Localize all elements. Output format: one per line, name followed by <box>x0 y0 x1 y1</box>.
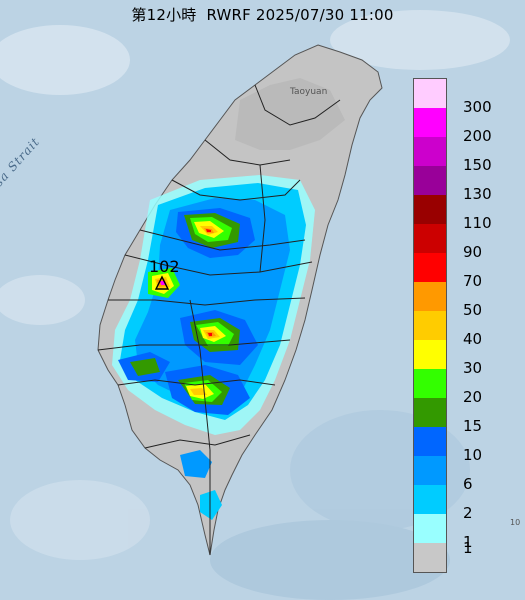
legend-swatch <box>414 340 446 369</box>
legend-swatch <box>414 108 446 137</box>
rain-6mm <box>135 198 290 405</box>
legend-swatch <box>414 224 446 253</box>
legend-swatch <box>414 282 446 311</box>
county-boundaries <box>97 84 341 555</box>
legend-swatch <box>414 79 446 108</box>
rain-south-b <box>200 490 222 520</box>
map-title: 第12小時 RWRF 2025/07/30 11:00 <box>131 6 394 24</box>
legend-swatch <box>414 456 446 485</box>
legend-label-bottom: 1 <box>463 538 473 557</box>
rain-15mm-d <box>130 358 160 376</box>
legend-swatch <box>414 543 446 572</box>
rain-40mm-c <box>190 388 207 395</box>
legend-swatch <box>414 398 446 427</box>
legend-swatch <box>414 253 446 282</box>
rain-south-a <box>180 450 212 478</box>
legend-swatch <box>414 311 446 340</box>
legend-label: 10 <box>463 446 483 464</box>
legend-swatch <box>414 485 446 514</box>
edge-label: 10 <box>510 518 521 527</box>
legend-label: 30 <box>463 359 483 377</box>
terrain-north <box>235 78 345 150</box>
legend-label: 6 <box>463 475 473 493</box>
legend-label: 300 <box>463 98 492 116</box>
rainfall-legend <box>413 78 447 573</box>
legend-swatch <box>414 514 446 543</box>
legend-label: 130 <box>463 185 492 203</box>
legend-swatch <box>414 195 446 224</box>
legend-swatch <box>414 427 446 456</box>
rainfall-overlay <box>112 175 315 520</box>
legend-label: 70 <box>463 272 483 290</box>
legend-swatch <box>414 369 446 398</box>
max-rain-marker-icon <box>154 275 170 290</box>
legend-label: 110 <box>463 214 492 232</box>
legend-label: 90 <box>463 243 483 261</box>
legend-label: 15 <box>463 417 483 435</box>
legend-label: 2 <box>463 504 473 522</box>
legend-label: 200 <box>463 127 492 145</box>
rain-70mm-b <box>208 333 212 336</box>
legend-swatch <box>414 137 446 166</box>
city-label-taoyuan: Taoyuan <box>290 87 328 97</box>
legend-label: 1 <box>463 533 473 551</box>
legend-label: 150 <box>463 156 492 174</box>
max-rain-value: 102 <box>149 257 180 276</box>
legend-label: 50 <box>463 301 483 319</box>
rain-70mm-a <box>206 229 211 232</box>
legend-label: 20 <box>463 388 483 406</box>
legend-label: 40 <box>463 330 483 348</box>
legend-swatch <box>414 166 446 195</box>
